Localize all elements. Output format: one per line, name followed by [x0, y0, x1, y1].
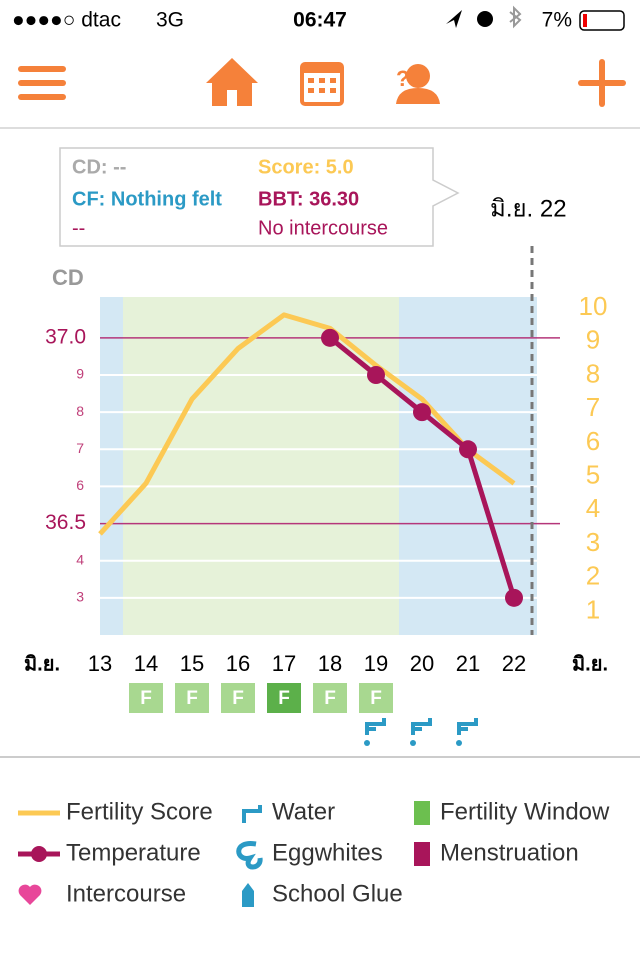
fertility-window-icon [414, 801, 430, 825]
battery [579, 10, 625, 31]
tooltip-intercourse: No intercourse [258, 217, 388, 239]
fertility-badge-label: F [370, 688, 382, 709]
legend-label: Fertility Window [440, 798, 610, 825]
y2-tick-label: 4 [586, 493, 600, 523]
y-tick-label: 3 [76, 589, 84, 605]
fertility-badge-label: F [324, 688, 336, 709]
legend-label: Eggwhites [272, 839, 383, 866]
battery-text: 7% [542, 9, 572, 32]
legend-label: Fertility Score [66, 798, 213, 825]
fertility-badge [221, 683, 255, 713]
temperature-point [413, 403, 431, 422]
x-tick-label: 16 [226, 651, 250, 676]
alarm-icon [477, 11, 493, 27]
water-icon [242, 805, 262, 823]
fertility-badge [359, 683, 393, 713]
menu-button[interactable] [18, 66, 66, 100]
today-label: มิ.ย. 22 [490, 195, 567, 222]
water-icon [365, 718, 386, 735]
y2-tick-label: 10 [579, 291, 608, 321]
score-line [98, 312, 516, 536]
water-drop [410, 740, 416, 746]
fertility-badge-label: F [232, 688, 244, 709]
svg-text:?: ? [396, 66, 409, 91]
add-button[interactable] [578, 59, 626, 107]
fertility-badge [129, 683, 163, 713]
eggwhite-icon [236, 841, 263, 870]
y2-tick-label: 2 [586, 561, 600, 591]
water-drop [456, 740, 462, 746]
water-icon [411, 718, 432, 735]
y2-tick-label: 1 [586, 594, 600, 624]
y-tick-label: 9 [76, 366, 84, 382]
legend-label: Water [272, 798, 335, 825]
calendar-button[interactable] [300, 62, 344, 106]
tooltip-cd-note: -- [72, 217, 85, 239]
x-tick-label: 22 [502, 651, 526, 676]
tooltip-cd: CD: -- [72, 156, 126, 178]
clock: 06:47 [293, 9, 347, 32]
legend-swatch [31, 846, 47, 862]
y2-tick-label: 6 [586, 426, 600, 456]
fertility-badge-label: F [186, 688, 198, 709]
legend-label: Temperature [66, 839, 201, 866]
tooltip-cf: CF: Nothing felt [72, 188, 222, 210]
fertility-badge [313, 683, 347, 713]
y-tick-label: 4 [76, 551, 84, 567]
legend-label: School Glue [272, 880, 403, 907]
temperature-point [459, 440, 477, 459]
fertility-badge-label: F [140, 688, 152, 709]
water-drop [364, 740, 370, 746]
x-tick-label: 13 [88, 651, 112, 676]
fertility-badge [267, 683, 301, 713]
legend-label: Intercourse [66, 880, 186, 907]
x-tick-label: 17 [272, 651, 296, 676]
home-button[interactable] [206, 58, 258, 106]
tooltip-score: Score: 5.0 [258, 156, 354, 178]
glue-icon [242, 883, 254, 907]
intercourse-icon [18, 884, 42, 905]
y2-tick-label: 9 [586, 325, 600, 355]
x-tick-label: 14 [134, 651, 158, 676]
legend-label: Menstruation [440, 839, 579, 866]
y2-tick-label: 7 [586, 392, 600, 422]
y2-tick-label: 5 [586, 459, 600, 489]
y-tick-label: 6 [76, 477, 84, 493]
water-icon [457, 718, 478, 735]
x-tick-label: 18 [318, 651, 342, 676]
y-tick-label: 36.5 [45, 511, 86, 534]
x-tick-label: 19 [364, 651, 388, 676]
battery-level [583, 14, 587, 27]
x-tick-label: 21 [456, 651, 480, 676]
y2-tick-label: 8 [586, 358, 600, 388]
help-button[interactable]: ? [396, 64, 440, 104]
y-axis-label: CD [52, 265, 84, 290]
y-tick-label: 7 [76, 440, 84, 456]
x-tick-label: 20 [410, 651, 434, 676]
month-label: มิ.ย. [24, 653, 60, 675]
y-tick-label: 8 [76, 403, 84, 419]
fertility-badge [175, 683, 209, 713]
temperature-point [321, 328, 339, 347]
temperature-point [367, 366, 385, 384]
carrier: ●●●●○ dtac [12, 9, 121, 32]
y-tick-label: 37.0 [45, 325, 86, 348]
temperature-point [505, 588, 523, 607]
bluetooth-icon [509, 5, 522, 29]
fertility-badge-label: F [278, 688, 290, 709]
location-icon [446, 10, 462, 28]
menstruation-icon [414, 842, 430, 866]
month-label: มิ.ย. [572, 653, 608, 675]
network: 3G [156, 9, 184, 32]
x-tick-label: 15 [180, 651, 204, 676]
tooltip-bbt: BBT: 36.30 [258, 188, 359, 210]
tooltip-box [59, 147, 460, 247]
y2-tick-label: 3 [586, 527, 600, 557]
